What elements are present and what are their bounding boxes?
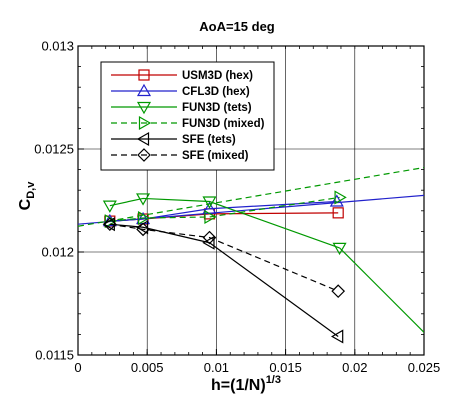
- series-3: [78, 166, 424, 229]
- x-axis-label: h=(1/N)1/3: [211, 374, 281, 394]
- legend-label: SFE (tets): [182, 134, 236, 146]
- legend-marker: [136, 83, 152, 97]
- x-tick-label: 0.01: [204, 360, 229, 375]
- x-tick-label: 0.005: [131, 360, 164, 375]
- data-point: [136, 222, 150, 237]
- legend-marker: [138, 115, 152, 131]
- legend-label: FUN3D (tets): [182, 102, 252, 114]
- y-tick-label: 0.013: [41, 39, 74, 54]
- data-point: [202, 235, 215, 250]
- data-point: [330, 329, 344, 344]
- legend-marker: [138, 69, 150, 81]
- data-point: [202, 196, 217, 209]
- legend-entry: FUN3D (mixed): [111, 115, 265, 131]
- y-tick-label: 0.0125: [34, 142, 74, 157]
- series-layer: [78, 166, 424, 344]
- plot-frame: [77, 45, 425, 356]
- series-5: [102, 217, 346, 298]
- legend-label: FUN3D (mixed): [182, 118, 265, 130]
- data-point: [136, 193, 151, 206]
- series-fit-line: [78, 166, 424, 227]
- legend-marker: [137, 148, 151, 162]
- chart-title: AoA=15 deg: [199, 19, 275, 34]
- legend-marker: [136, 101, 152, 115]
- data-point: [331, 284, 346, 298]
- data-point: [329, 194, 344, 207]
- axes: 0 0.005 0.01 0.015 0.02 0.025 0.0115 0.012 0.012…: [34, 39, 440, 376]
- legend-entry: USM3D (hex): [111, 69, 253, 82]
- data-point: [332, 242, 347, 256]
- legend-entry: SFE (mixed): [111, 148, 249, 162]
- data-point: [102, 217, 115, 232]
- data-point: [102, 217, 117, 232]
- series-2: [102, 193, 424, 333]
- x-tick-label: 0.015: [269, 360, 302, 375]
- data-point: [332, 207, 344, 219]
- legend-entry: CFL3D (hex): [111, 83, 250, 98]
- x-tick-label: 0: [74, 360, 81, 375]
- series-line: [109, 197, 340, 249]
- y-tick-label: 0.012: [41, 245, 74, 260]
- series-line: [109, 223, 339, 337]
- series-line: [109, 196, 340, 222]
- legend-label: SFE (mixed): [182, 150, 249, 162]
- legend: USM3D (hex) CFL3D (hex) FUN3D (tets) FUN3D …: [100, 61, 275, 171]
- data-point: [204, 209, 217, 225]
- data-point: [334, 190, 347, 205]
- data-point: [202, 230, 217, 245]
- x-tick-label: 0.025: [408, 360, 441, 375]
- legend-entry: FUN3D (tets): [111, 101, 252, 115]
- legend-box: [100, 61, 275, 171]
- series-line: [109, 223, 339, 292]
- legend-label: CFL3D (hex): [182, 86, 250, 98]
- data-point: [137, 210, 151, 226]
- y-axis-label: CD,v: [17, 181, 37, 211]
- legend-marker: [136, 131, 150, 147]
- x-tick-label: 0.02: [342, 360, 367, 375]
- data-point: [102, 200, 117, 213]
- series-line: [109, 200, 337, 222]
- y-tick-label: 0.0115: [35, 348, 74, 363]
- legend-entry: SFE (tets): [111, 131, 236, 147]
- legend-label: USM3D (hex): [182, 70, 253, 82]
- series-fit-line: [339, 247, 424, 333]
